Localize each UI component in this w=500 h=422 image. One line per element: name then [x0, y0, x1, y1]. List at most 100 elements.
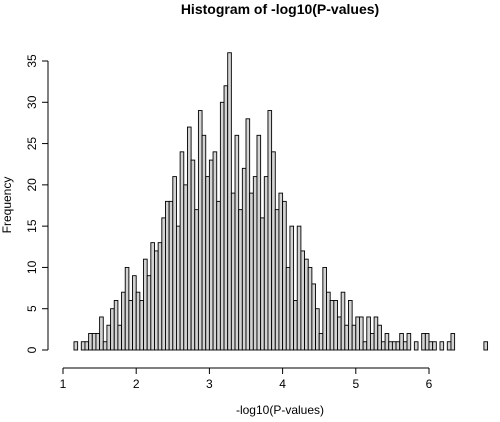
histogram-bar — [293, 300, 298, 351]
histogram-bar — [395, 341, 401, 351]
histogram-bar — [146, 275, 152, 351]
histogram-bar — [344, 324, 349, 351]
histogram-bar — [95, 333, 101, 351]
histogram-bar — [424, 333, 430, 351]
histogram-bar — [113, 300, 119, 351]
histogram-bar — [124, 266, 130, 351]
histogram-bar — [139, 300, 144, 351]
histogram-bar — [165, 200, 170, 351]
histogram-bar — [245, 118, 251, 351]
histogram-bar — [234, 134, 240, 351]
histogram-bar — [366, 316, 371, 351]
histogram-bar — [359, 316, 364, 351]
histogram-bar — [110, 308, 115, 351]
y-tick-label: 0 — [25, 346, 39, 353]
x-tick-label: 3 — [206, 377, 213, 391]
y-tick-label: 20 — [25, 178, 39, 192]
histogram-bar — [369, 333, 375, 351]
x-tick-label: 6 — [426, 377, 433, 391]
histogram-bar — [289, 225, 295, 351]
histogram-bar — [333, 300, 338, 351]
histogram-bar — [355, 316, 360, 351]
histogram-bar — [161, 217, 166, 351]
histogram-bar — [315, 308, 320, 351]
histogram-bar — [399, 333, 404, 351]
histogram-bar — [307, 266, 313, 351]
histogram-bar — [274, 209, 280, 351]
x-tick-label: 5 — [352, 377, 359, 391]
histogram-bar — [194, 209, 199, 351]
histogram-bar — [340, 291, 346, 351]
histogram-bar — [322, 266, 327, 351]
y-tick-label: 5 — [25, 305, 39, 312]
bars-group — [73, 52, 489, 351]
histogram-bar — [128, 300, 133, 351]
histogram-bar — [91, 333, 97, 351]
y-tick-label: 15 — [25, 219, 39, 233]
histogram-bar — [121, 291, 126, 351]
histogram-bar — [154, 250, 159, 351]
histogram-bar — [428, 341, 434, 351]
histogram-bar — [157, 242, 163, 351]
histogram-bar — [348, 300, 353, 351]
histogram-bar — [168, 200, 174, 351]
histogram-bar — [88, 333, 93, 351]
histogram-bar — [260, 217, 265, 351]
x-axis-title: -log10(P-values) — [236, 403, 324, 417]
histogram-bar — [278, 192, 284, 351]
histogram-bar — [135, 291, 141, 351]
chart-title: Histogram of -log10(P-values) — [181, 1, 379, 17]
histogram-bar — [439, 341, 445, 351]
histogram-bar — [186, 126, 192, 351]
histogram-bar — [406, 333, 412, 351]
histogram-bar — [172, 176, 177, 351]
histogram-bar — [205, 176, 210, 351]
histogram-bar — [326, 291, 331, 351]
histogram-bar — [362, 341, 368, 351]
histogram-bar — [208, 159, 214, 351]
histogram-bar — [197, 110, 203, 351]
histogram-bar — [241, 167, 247, 351]
histogram-bar — [227, 52, 232, 351]
x-tick-label: 4 — [279, 377, 286, 391]
y-tick-label: 10 — [25, 260, 39, 274]
histogram-bar — [212, 151, 218, 351]
histogram-bar — [450, 333, 456, 351]
histogram-bar — [267, 110, 273, 351]
histogram-bar — [256, 134, 262, 351]
x-ticks: 1 2 3 4 5 6 — [60, 368, 433, 391]
histogram-bar — [252, 176, 258, 351]
histogram-bar — [143, 258, 148, 351]
histogram-bar — [432, 341, 437, 351]
histogram-bar — [219, 101, 225, 351]
histogram-bar — [446, 341, 452, 351]
histogram-bar — [238, 209, 243, 351]
y-axis-title: Frequency — [0, 177, 14, 234]
histogram-bar — [413, 341, 419, 351]
histogram-bar — [271, 151, 276, 351]
histogram-bar — [318, 333, 324, 351]
histogram-bar — [311, 283, 316, 351]
x-tick-label: 1 — [60, 377, 67, 391]
histogram-bar — [377, 324, 382, 351]
histogram-bar — [380, 341, 386, 351]
histogram-bar — [106, 324, 112, 351]
histogram-bar — [388, 341, 393, 351]
histogram-bar — [421, 333, 426, 351]
histogram-bar — [391, 341, 397, 351]
histogram-bar — [304, 258, 309, 351]
histogram-bar — [216, 200, 221, 351]
histogram-bar — [99, 316, 104, 351]
histogram-bar — [223, 85, 229, 351]
y-tick-label: 25 — [25, 137, 39, 151]
histogram-bar — [201, 134, 207, 351]
histogram-bar — [337, 316, 342, 351]
x-tick-label: 2 — [133, 377, 140, 391]
histogram-bar — [296, 225, 302, 351]
histogram-bar — [402, 341, 408, 351]
y-tick-label: 30 — [25, 95, 39, 109]
histogram-bar — [483, 341, 489, 351]
histogram-bar — [176, 225, 181, 351]
histogram-bar — [263, 176, 269, 351]
